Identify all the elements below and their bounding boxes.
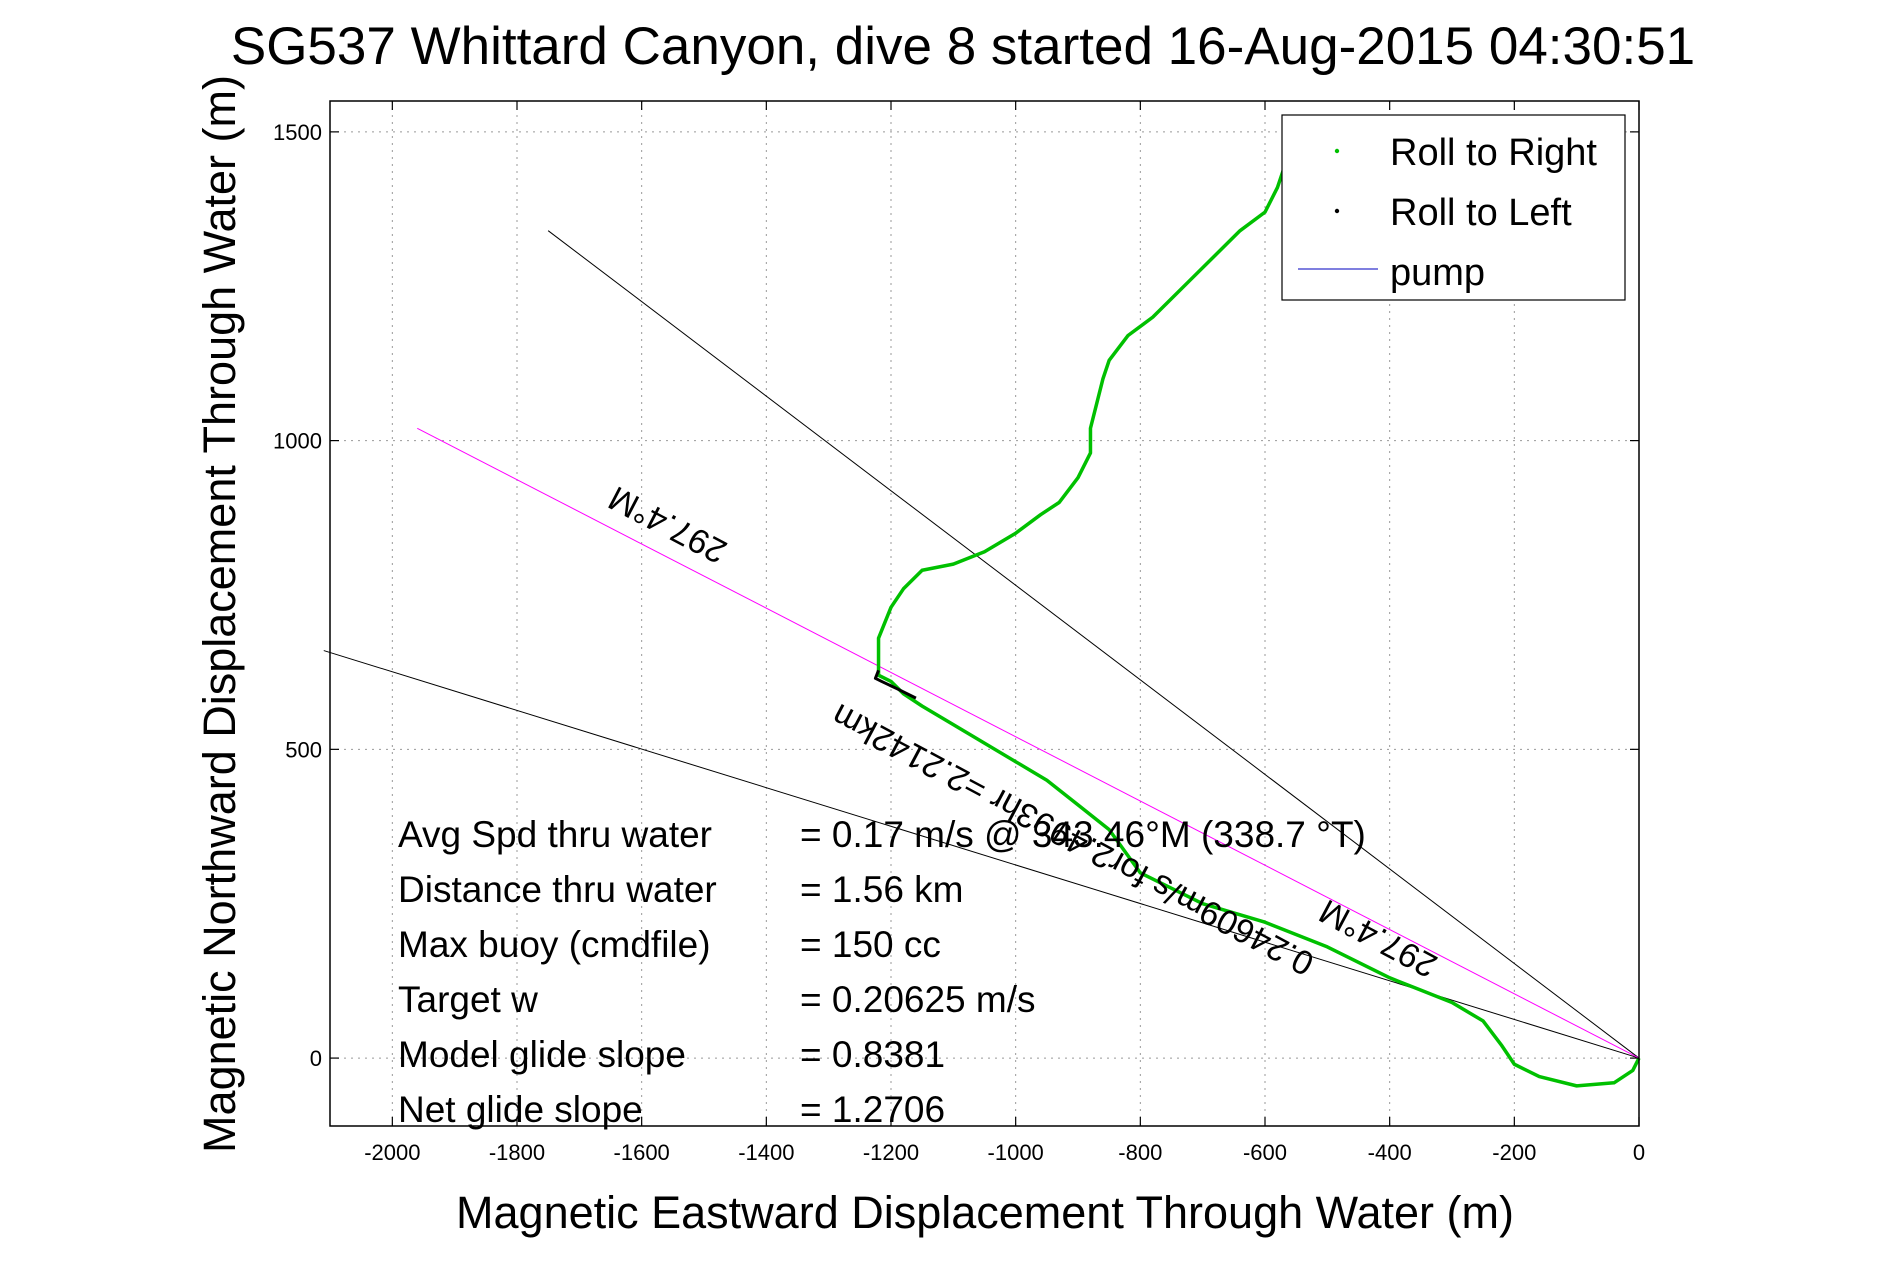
stat-label-0: Avg Spd thru water (398, 814, 712, 855)
x-tick-label: -1800 (489, 1140, 545, 1165)
x-tick-label: -2000 (364, 1140, 420, 1165)
y-tick-label: 0 (310, 1046, 322, 1071)
stat-value-4: = 0.8381 (800, 1034, 945, 1075)
legend-label-0: Roll to Right (1390, 132, 1597, 174)
y-ticks: 0 500 1000 1500 (273, 120, 1639, 1071)
data-series (873, 161, 1641, 1088)
stat-value-0: = 0.17 m/s @ 343.46°M (338.7 °T) (800, 814, 1366, 855)
x-tick-label: -1000 (988, 1140, 1044, 1165)
y-tick-label: 1500 (273, 120, 322, 145)
stat-label-3: Target w (398, 979, 538, 1020)
stat-label-1: Distance thru water (398, 869, 717, 910)
x-tick-label: -800 (1118, 1140, 1162, 1165)
legend-label-1: Roll to Left (1390, 192, 1572, 234)
series-line-1 (873, 669, 917, 700)
x-tick-label: -600 (1243, 1140, 1287, 1165)
stat-value-5: = 1.2706 (800, 1089, 945, 1130)
series-line-0 (876, 161, 1641, 1088)
x-tick-label: 0 (1633, 1140, 1645, 1165)
stat-value-3: = 0.20625 m/s (800, 979, 1036, 1020)
reference-line-2 (417, 427, 1640, 1059)
plot-area-frame (329, 100, 1640, 1127)
y-axis-label: Magnetic Northward Displacement Through … (194, 75, 245, 1153)
x-tick-label: -1600 (614, 1140, 670, 1165)
legend-marker-0 (1334, 148, 1340, 154)
reference-line-0 (547, 230, 1640, 1059)
stats-block: Avg Spd thru water = 0.17 m/s @ 343.46°M … (398, 814, 1366, 1130)
stat-label-5: Net glide slope (398, 1089, 643, 1130)
stat-label-4: Model glide slope (398, 1034, 686, 1075)
legend-label-2: pump (1390, 252, 1485, 294)
direction-annotation-0: 297.4°M (603, 478, 733, 570)
grid (330, 101, 1640, 1126)
x-axis-label: Magnetic Eastward Displacement Through W… (456, 1187, 1514, 1238)
x-tick-label: -200 (1492, 1140, 1536, 1165)
y-tick-label: 1000 (273, 429, 322, 454)
legend: Roll to Right Roll to Left pump (1281, 114, 1626, 301)
y-tick-label: 500 (285, 737, 322, 762)
x-tick-label: -1200 (863, 1140, 919, 1165)
stat-value-2: = 150 cc (800, 924, 941, 965)
x-tick-label: -1400 (738, 1140, 794, 1165)
stat-label-2: Max buoy (cmdfile) (398, 924, 711, 965)
chart-title: SG537 Whittard Canyon, dive 8 started 16… (231, 17, 1695, 76)
x-tick-label: -400 (1368, 1140, 1412, 1165)
legend-marker-1 (1334, 208, 1340, 214)
x-ticks: -2000 -1800 -1600 -1400 -1200 -1000 -800 -600 -4… (364, 101, 1645, 1165)
stat-value-1: = 1.56 km (800, 869, 964, 910)
